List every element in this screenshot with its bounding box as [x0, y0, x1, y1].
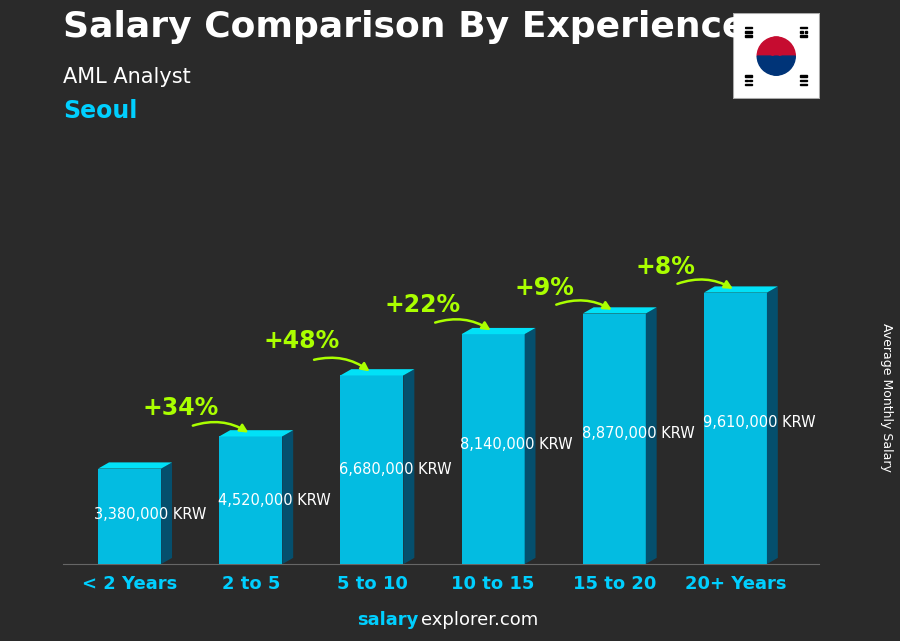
Polygon shape — [340, 376, 403, 564]
Polygon shape — [340, 369, 414, 376]
Polygon shape — [583, 313, 645, 564]
Text: AML Analyst: AML Analyst — [63, 67, 191, 87]
Text: 9,610,000 KRW: 9,610,000 KRW — [703, 415, 815, 430]
Bar — [800, 76, 807, 77]
Polygon shape — [704, 287, 778, 293]
Text: 3,380,000 KRW: 3,380,000 KRW — [94, 507, 207, 522]
Polygon shape — [98, 462, 172, 469]
Text: Seoul: Seoul — [63, 99, 138, 123]
Text: +9%: +9% — [514, 276, 574, 300]
Polygon shape — [403, 369, 414, 564]
Polygon shape — [462, 328, 536, 334]
Polygon shape — [161, 462, 172, 564]
Polygon shape — [704, 293, 767, 564]
Polygon shape — [462, 334, 525, 564]
Text: +8%: +8% — [635, 255, 695, 279]
Polygon shape — [525, 328, 535, 564]
Bar — [800, 31, 803, 33]
Polygon shape — [283, 430, 293, 564]
Bar — [750, 79, 752, 81]
Polygon shape — [98, 469, 161, 564]
Bar — [745, 35, 752, 37]
Wedge shape — [757, 56, 796, 75]
Wedge shape — [757, 37, 796, 56]
Text: explorer.com: explorer.com — [421, 612, 538, 629]
Bar — [805, 31, 807, 33]
Bar — [745, 27, 752, 28]
Bar — [745, 84, 752, 85]
Circle shape — [767, 37, 786, 56]
Text: 8,140,000 KRW: 8,140,000 KRW — [461, 437, 573, 452]
Bar — [800, 27, 807, 28]
Text: Salary Comparison By Experience: Salary Comparison By Experience — [63, 10, 746, 44]
Text: 4,520,000 KRW: 4,520,000 KRW — [218, 493, 331, 508]
Text: +22%: +22% — [385, 293, 461, 317]
Polygon shape — [767, 287, 778, 564]
Circle shape — [767, 56, 786, 75]
Text: 8,870,000 KRW: 8,870,000 KRW — [581, 426, 694, 441]
Text: Average Monthly Salary: Average Monthly Salary — [880, 323, 893, 472]
Bar — [745, 79, 748, 81]
Polygon shape — [583, 307, 657, 313]
Text: salary: salary — [357, 612, 418, 629]
Bar — [745, 31, 752, 33]
Polygon shape — [220, 437, 283, 564]
Bar — [800, 79, 807, 81]
Text: +48%: +48% — [264, 329, 340, 353]
Bar — [745, 76, 752, 77]
Text: 6,680,000 KRW: 6,680,000 KRW — [339, 462, 452, 478]
Bar — [800, 84, 807, 85]
Text: +34%: +34% — [142, 396, 219, 420]
Polygon shape — [220, 430, 293, 437]
Bar — [800, 35, 807, 37]
Polygon shape — [645, 307, 657, 564]
